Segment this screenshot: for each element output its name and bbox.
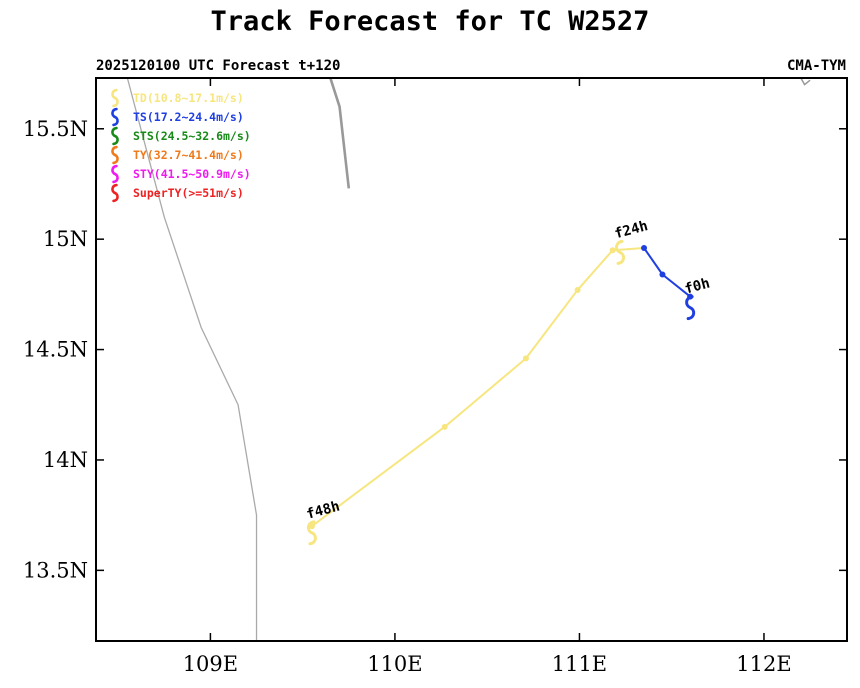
- track-segment-6: [311, 426, 446, 527]
- legend-cyclone-icon-4: [111, 164, 119, 184]
- plot-frame: [95, 77, 848, 642]
- axis-layer: 109E 110E 111E 112E 13.5N 14N 14.5N 15N 15.5N: [23, 78, 847, 676]
- legend-label-0: TD(10.8~17.1m/s): [133, 91, 244, 105]
- cyclone-marker-0: f0h: [683, 275, 712, 321]
- legend: TD(10.8~17.1m/s) TS(17.2~24.4m/s) STS(24.5…: [111, 88, 251, 203]
- lead-time-label-0: f0h: [683, 275, 712, 297]
- legend-cyclone-icon-1: [111, 107, 119, 127]
- x-tick-label-3: 112E: [736, 652, 791, 676]
- legend-label-1: TS(17.2~24.4m/s): [133, 110, 244, 124]
- legend-cyclone-icon-3: [111, 145, 119, 165]
- track-point-3: [609, 247, 616, 254]
- lead-time-label-1: f24h: [613, 218, 650, 242]
- island-outline-1: [800, 78, 811, 86]
- track-point-1: [659, 271, 666, 278]
- track-segment-3: [576, 249, 614, 291]
- cyclone-symbol-icon: [615, 239, 626, 265]
- x-tick-label-2: 111E: [552, 652, 607, 676]
- cyclone-marker-2: f48h: [305, 498, 342, 546]
- track-segment-4: [525, 289, 579, 359]
- x-tick-label-0: 109E: [183, 652, 238, 676]
- y-tick-label-3: 15N: [43, 227, 88, 251]
- cyclone-symbol-icon: [306, 520, 317, 546]
- legend-cyclone-icon-0: [111, 88, 119, 108]
- legend-cyclone-icon-5: [111, 183, 119, 203]
- legend-label-3: TY(32.7~41.4m/s): [133, 148, 244, 162]
- chart-title: Track Forecast for TC W2527: [210, 6, 650, 37]
- track-point-6: [441, 423, 448, 430]
- track-point-2: [641, 245, 648, 252]
- track-segment-0: [661, 273, 691, 298]
- cyclone-symbol-icon: [685, 295, 696, 321]
- legend-cyclone-icon-2: [111, 126, 119, 146]
- forecast-track-layer: [308, 245, 694, 530]
- track-segment-5: [444, 357, 527, 428]
- coastline-layer: [126, 78, 811, 641]
- coastline-0: [126, 78, 258, 641]
- track-point-4: [574, 286, 581, 293]
- model-name-label: CMA-TYM: [786, 58, 846, 74]
- track-segment-1: [643, 247, 664, 276]
- y-tick-label-4: 15.5N: [23, 117, 88, 141]
- forecast-time-label: 2025120100 UTC Forecast t+120: [96, 58, 341, 74]
- y-tick-label-0: 13.5N: [23, 558, 88, 582]
- legend-label-2: STS(24.5~32.6m/s): [133, 129, 251, 143]
- legend-label-4: STY(41.5~50.9m/s): [133, 167, 251, 181]
- legend-label-5: SuperTY(>=51m/s): [133, 186, 244, 200]
- y-tick-label-1: 14N: [43, 448, 88, 472]
- track-point-5: [522, 355, 529, 362]
- lead-time-label-2: f48h: [305, 498, 342, 522]
- x-tick-label-1: 110E: [367, 652, 422, 676]
- y-tick-label-2: 14.5N: [23, 338, 88, 362]
- lead-time-marker-layer: f0h f24h f48h: [305, 218, 712, 546]
- cyclone-marker-1: f24h: [613, 218, 650, 265]
- island-outline-0: [329, 78, 351, 189]
